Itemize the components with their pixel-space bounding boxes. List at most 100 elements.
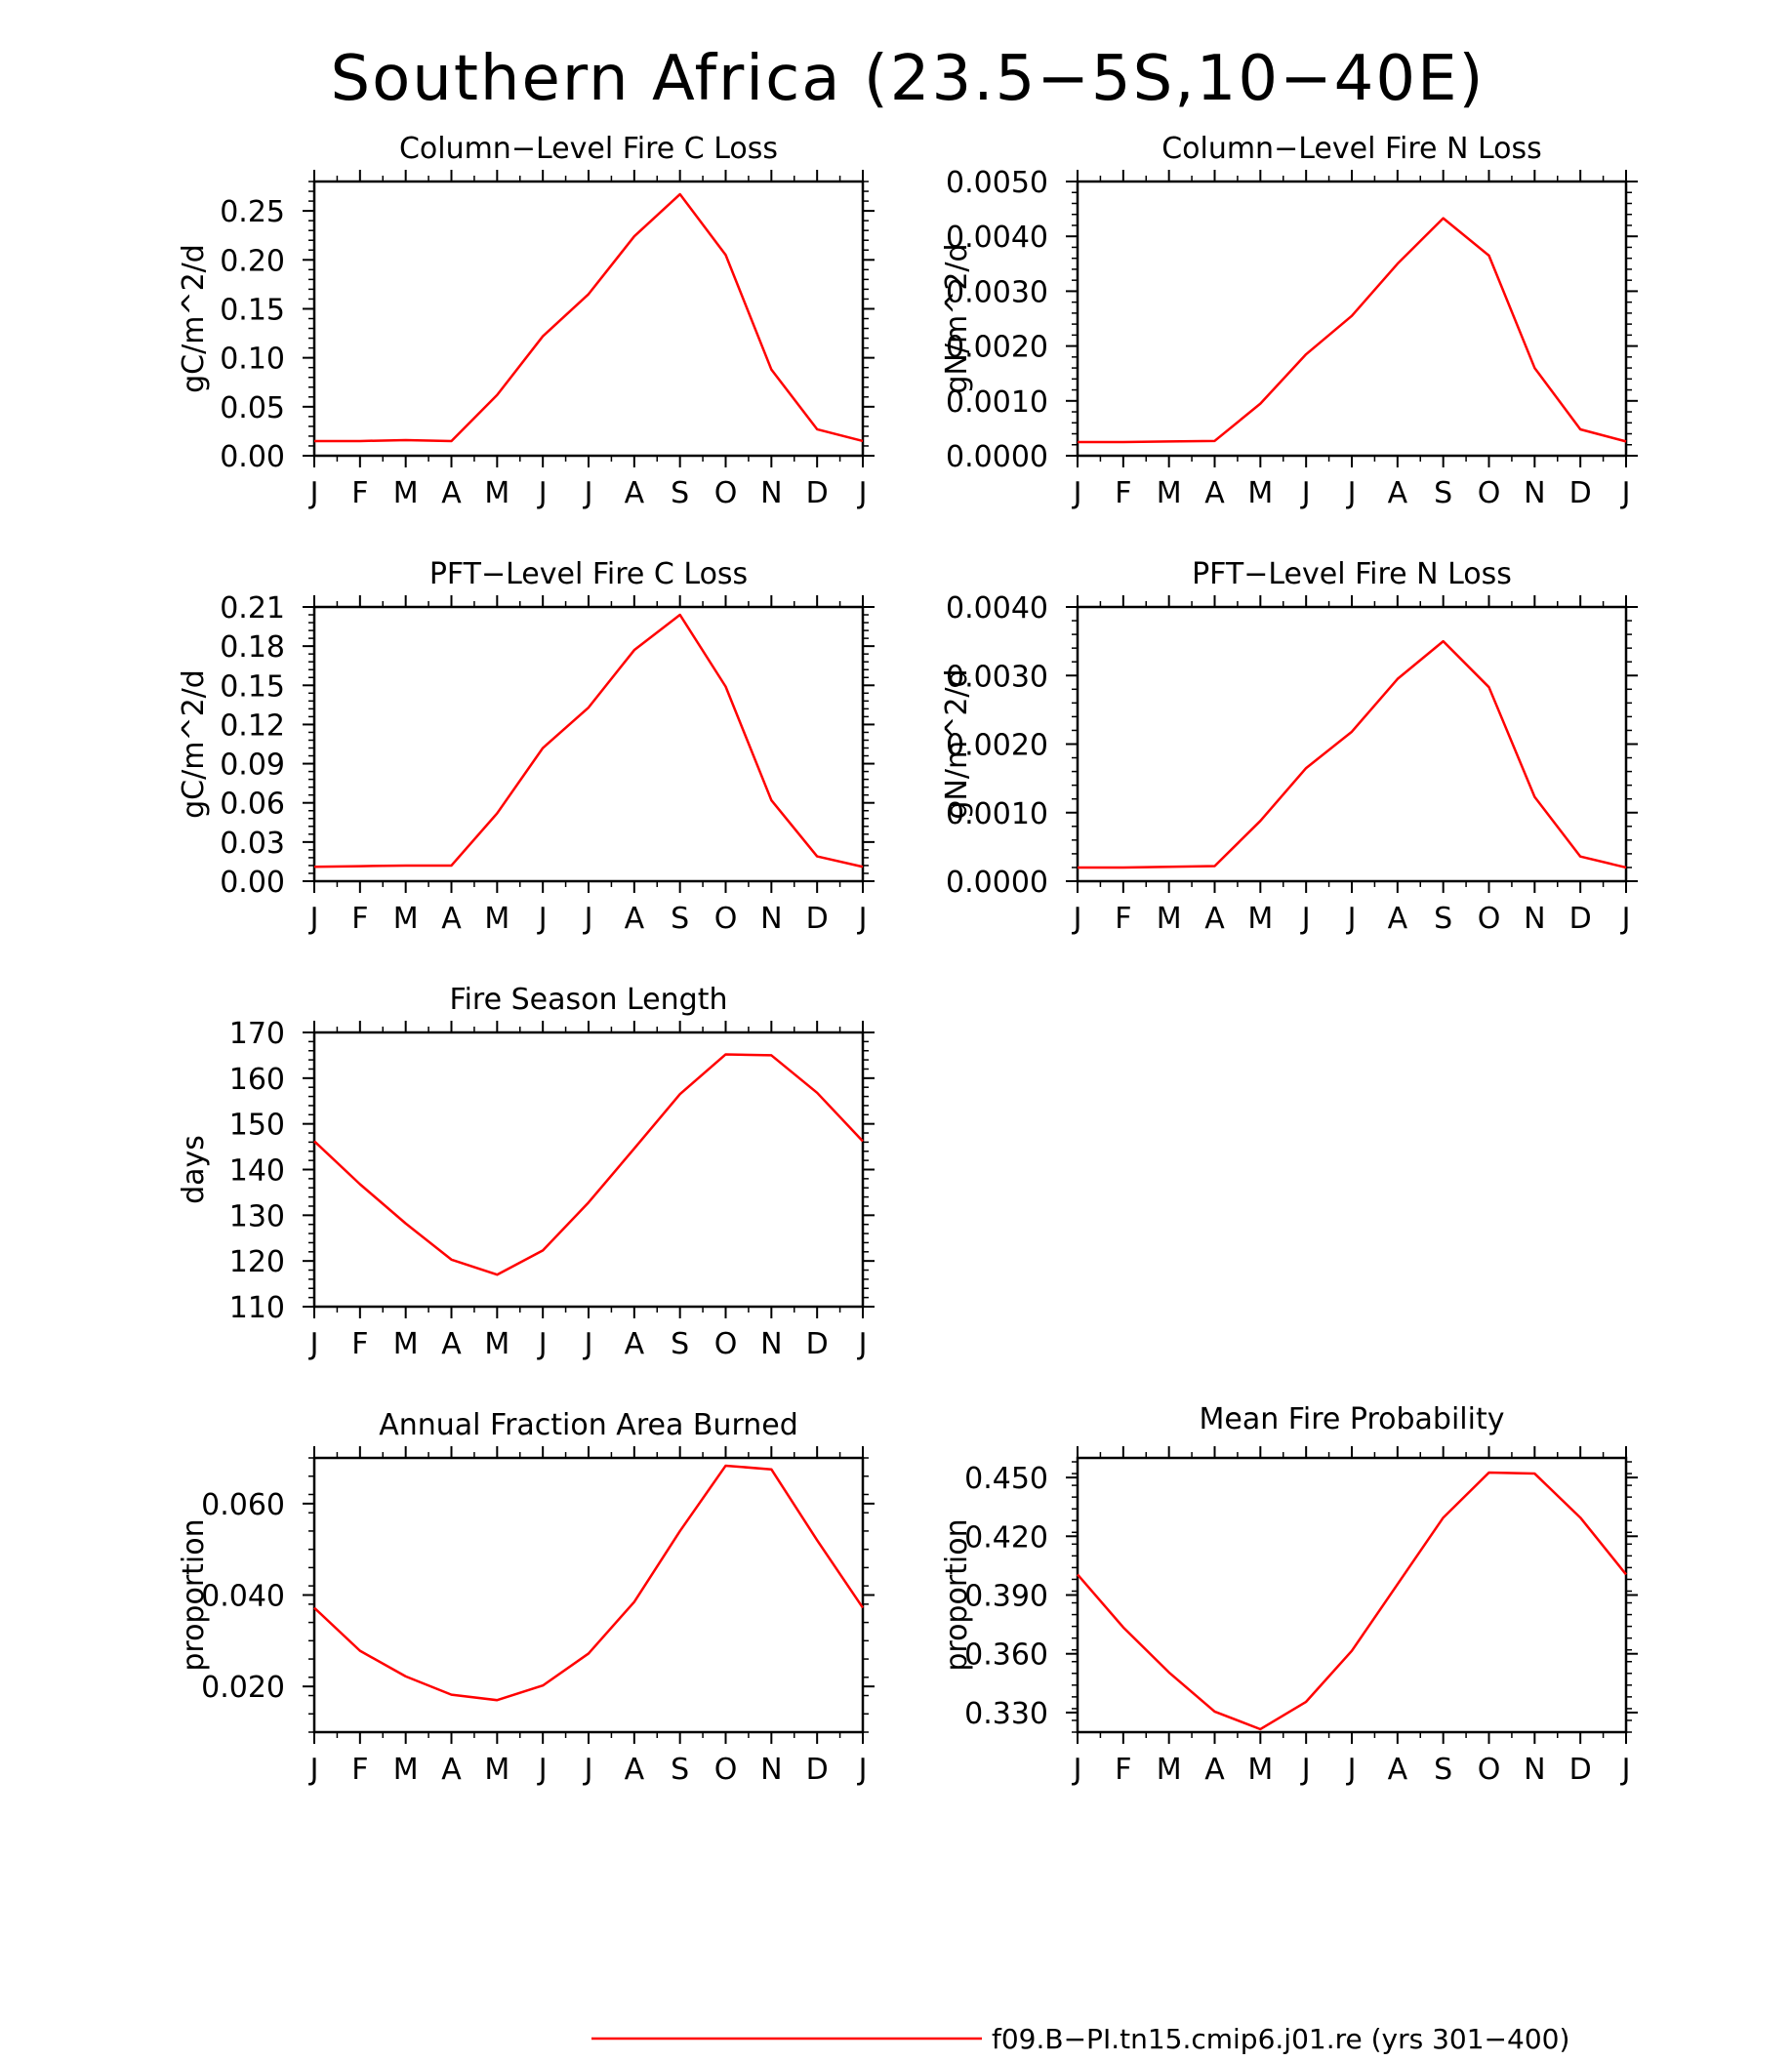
panel-title: Fire Season Length [450,983,728,1017]
x-tick-label: J [583,902,593,936]
x-tick-label: S [671,1753,689,1787]
x-tick-label: M [484,902,509,936]
y-axis-label: gC/m^2/d [177,669,211,819]
legend-label: f09.B−PI.tn15.cmip6.j01.re (yrs 301−400) [992,2023,1569,2055]
x-tick-label: A [441,902,462,936]
x-tick-label: S [1434,1753,1452,1787]
x-tick-label: O [1478,902,1501,936]
y-axis-label: gN/m^2/d [940,668,974,819]
x-tick-label: A [1204,902,1225,936]
x-tick-label: N [760,1753,782,1787]
x-tick-label: M [393,476,419,510]
x-tick-label: N [760,476,782,510]
y-tick-label: 0.06 [220,788,285,822]
x-tick-label: J [583,476,593,510]
x-tick-label: A [441,476,462,510]
y-tick-label: 130 [229,1199,285,1233]
y-tick-label: 110 [229,1291,285,1325]
x-tick-label: J [308,902,319,936]
x-tick-label: M [1157,476,1182,510]
x-tick-label: J [1300,476,1311,510]
x-tick-label: D [806,902,829,936]
x-tick-label: A [1388,902,1408,936]
y-tick-label: 0.0010 [946,385,1048,420]
x-tick-label: M [484,1753,509,1787]
x-tick-label: J [537,902,548,936]
x-tick-label: J [1300,1753,1311,1787]
x-tick-label: A [625,1327,645,1361]
y-tick-label: 0.0010 [946,797,1048,831]
x-tick-label: F [1115,476,1131,510]
x-tick-label: D [1569,902,1592,936]
x-tick-label: O [714,1753,738,1787]
x-tick-label: J [1072,902,1082,936]
x-tick-label: A [625,1753,645,1787]
y-tick-label: 0.0000 [946,440,1048,474]
y-tick-label: 0.0050 [946,166,1048,200]
x-tick-label: O [1478,476,1501,510]
panel-title: Annual Fraction Area Burned [379,1408,798,1442]
x-tick-label: J [1072,476,1082,510]
x-tick-label: N [1524,902,1545,936]
y-tick-label: 0.450 [964,1462,1048,1496]
y-tick-label: 0.0030 [946,660,1048,694]
y-tick-label: 120 [229,1245,285,1279]
chart-2: J F M A M J J A S O N D J0.00000.00100.00200.00300.0… [940,132,1638,510]
y-tick-label: 0.21 [220,591,285,626]
x-tick-label: M [393,902,419,936]
x-tick-label: D [1569,1753,1592,1787]
x-tick-label: F [351,1753,368,1787]
x-tick-label: J [1620,476,1631,510]
x-tick-label: A [625,476,645,510]
series-line [313,1464,865,1702]
y-tick-label: 0.360 [964,1638,1048,1673]
chart-7: J F M A M J J A S O N D J0.3300.3600.3900.4200.450Me… [940,1402,1638,1787]
y-tick-label: 0.020 [201,1671,285,1705]
x-tick-label: J [857,902,868,936]
x-tick-label: A [625,902,645,936]
x-tick-label: J [1346,476,1357,510]
x-tick-label: N [760,902,782,936]
y-tick-label: 0.12 [220,708,285,743]
x-tick-label: J [857,1327,868,1361]
x-tick-label: M [1157,902,1182,936]
x-tick-label: S [671,902,689,936]
panel-title: PFT−Level Fire C Loss [429,557,748,591]
x-tick-label: D [806,476,829,510]
x-tick-label: O [1478,1753,1501,1787]
y-tick-label: 0.0020 [946,729,1048,763]
x-tick-label: J [1620,1753,1631,1787]
y-tick-label: 140 [229,1154,285,1189]
x-tick-label: N [760,1327,782,1361]
series-line [313,1053,864,1276]
x-tick-label: S [671,1327,689,1361]
x-tick-label: J [583,1753,593,1787]
x-tick-label: J [583,1327,593,1361]
series-line [313,613,864,869]
x-tick-label: F [351,1327,368,1361]
x-tick-label: A [441,1753,462,1787]
y-axis-label: proportion [177,1518,211,1671]
x-tick-label: M [1247,902,1273,936]
y-tick-label: 150 [229,1109,285,1143]
y-tick-label: 0.420 [964,1520,1048,1555]
series-line [314,192,864,443]
x-tick-label: J [308,1327,319,1361]
chart-4: J F M A M J J A S O N D J0.00000.00100.00200.00300.0… [940,557,1638,936]
y-tick-label: 0.330 [964,1697,1048,1731]
y-axis-label: gN/m^2/d [940,243,974,393]
x-tick-label: D [806,1753,829,1787]
x-tick-label: J [537,1327,548,1361]
x-tick-label: O [714,476,738,510]
series-line [1078,639,1627,869]
y-tick-label: 170 [229,1017,285,1051]
x-tick-label: J [308,1753,319,1787]
chart-panels: J F M A M J J A S O N D J0.000.050.100.150.200.25Col… [177,132,1638,1787]
x-tick-label: M [484,1327,509,1361]
x-tick-label: J [1346,1753,1357,1787]
x-tick-label: F [351,902,368,936]
series-line [1077,1471,1627,1731]
x-tick-label: M [1157,1753,1182,1787]
x-tick-label: F [1115,902,1131,936]
